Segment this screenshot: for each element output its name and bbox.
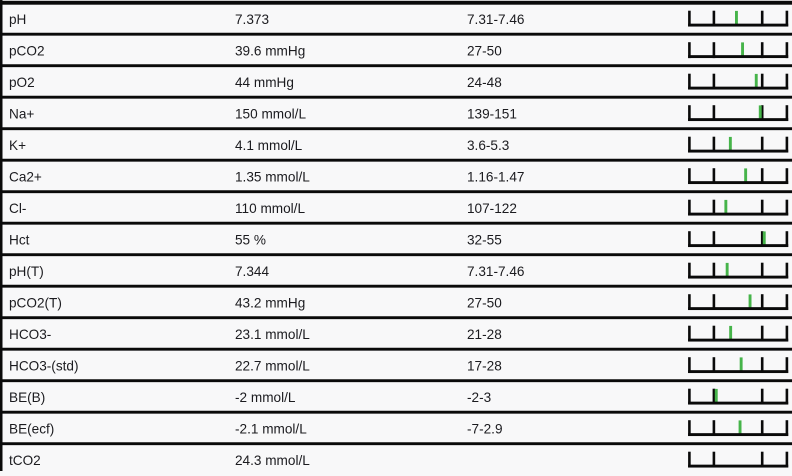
svg-text:22.7 mmol/L: 22.7 mmol/L xyxy=(235,358,310,373)
svg-text:Na+: Na+ xyxy=(9,106,34,121)
svg-text:7.373: 7.373 xyxy=(235,12,269,27)
svg-text:39.6 mmHg: 39.6 mmHg xyxy=(235,43,305,58)
svg-text:1.35 mmol/L: 1.35 mmol/L xyxy=(235,169,310,184)
svg-text:K+: K+ xyxy=(9,138,26,153)
svg-text:Ca2+: Ca2+ xyxy=(9,169,42,184)
svg-text:150 mmol/L: 150 mmol/L xyxy=(235,106,306,121)
svg-text:1.16-1.47: 1.16-1.47 xyxy=(467,169,524,184)
svg-text:pCO2(T): pCO2(T) xyxy=(9,295,62,310)
svg-text:27-50: 27-50 xyxy=(467,43,502,58)
svg-text:21-28: 21-28 xyxy=(467,327,502,342)
svg-text:pCO2: pCO2 xyxy=(9,43,45,58)
svg-text:110 mmol/L: 110 mmol/L xyxy=(235,201,305,216)
svg-text:139-151: 139-151 xyxy=(467,106,517,121)
svg-text:43.2 mmHg: 43.2 mmHg xyxy=(235,295,305,310)
svg-text:Hct: Hct xyxy=(9,232,30,247)
svg-text:55 %: 55 % xyxy=(235,232,266,247)
svg-text:-2 mmol/L: -2 mmol/L xyxy=(235,390,296,405)
svg-text:7.344: 7.344 xyxy=(235,264,269,279)
svg-text:23.1 mmol/L: 23.1 mmol/L xyxy=(235,327,310,342)
svg-text:4.1 mmol/L: 4.1 mmol/L xyxy=(235,138,303,153)
svg-text:-2.1 mmol/L: -2.1 mmol/L xyxy=(235,421,307,436)
svg-text:27-50: 27-50 xyxy=(467,295,502,310)
svg-text:pO2: pO2 xyxy=(9,75,35,90)
svg-text:BE(B): BE(B) xyxy=(9,390,45,405)
svg-text:BE(ecf): BE(ecf) xyxy=(9,421,54,436)
svg-text:HCO3-: HCO3- xyxy=(9,327,51,342)
svg-text:24.3 mmol/L: 24.3 mmol/L xyxy=(235,453,310,468)
svg-text:-7-2.9: -7-2.9 xyxy=(467,421,503,436)
svg-text:pH: pH xyxy=(9,12,26,27)
svg-text:-2-3: -2-3 xyxy=(467,390,491,405)
svg-text:107-122: 107-122 xyxy=(467,201,517,216)
svg-text:HCO3-(std): HCO3-(std) xyxy=(9,358,78,373)
svg-text:tCO2: tCO2 xyxy=(9,453,41,468)
svg-text:7.31-7.46: 7.31-7.46 xyxy=(467,12,524,27)
svg-text:3.6-5.3: 3.6-5.3 xyxy=(467,138,509,153)
svg-text:44 mmHg: 44 mmHg xyxy=(235,75,294,90)
svg-text:32-55: 32-55 xyxy=(467,232,502,247)
svg-text:pH(T): pH(T) xyxy=(9,264,44,279)
svg-text:7.31-7.46: 7.31-7.46 xyxy=(467,264,524,279)
svg-text:24-48: 24-48 xyxy=(467,75,502,90)
svg-text:Cl-: Cl- xyxy=(9,201,26,216)
svg-text:17-28: 17-28 xyxy=(467,358,502,373)
